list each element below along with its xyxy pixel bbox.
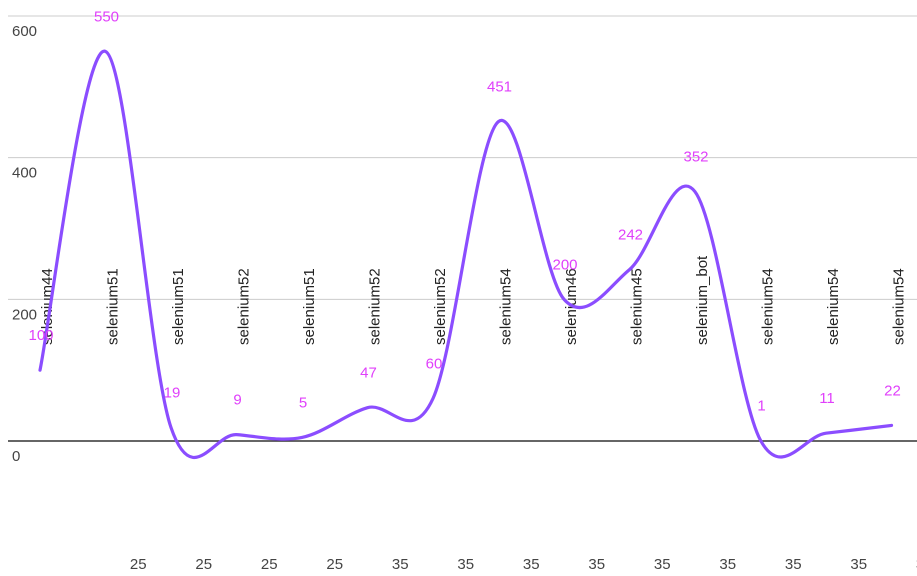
x-tick-label: 35 bbox=[523, 556, 540, 573]
x-tick-label: 35 bbox=[850, 556, 867, 573]
y-tick-label: 600 bbox=[12, 23, 37, 40]
series-label: selenium54 bbox=[760, 268, 777, 345]
data-label: 19 bbox=[164, 385, 181, 402]
series-line bbox=[38, 49, 894, 459]
series-label: selenium54 bbox=[825, 268, 842, 345]
data-label: 60 bbox=[426, 356, 443, 373]
data-label: 1 bbox=[757, 397, 765, 414]
data-label: 9 bbox=[233, 392, 241, 409]
series-label: selenium52 bbox=[367, 268, 384, 345]
x-tick-label: 35 bbox=[457, 556, 474, 573]
series-label: selenium54 bbox=[498, 268, 515, 345]
series-label: selenium51 bbox=[105, 268, 122, 345]
data-label: 550 bbox=[94, 8, 119, 25]
y-axis-tick-labels: 600 400 200 0 bbox=[12, 23, 37, 465]
series-label: selenium51 bbox=[170, 268, 187, 345]
data-label: 5 bbox=[299, 394, 307, 411]
data-label: 100 bbox=[28, 327, 53, 344]
data-label: 352 bbox=[683, 149, 708, 166]
data-label: 22 bbox=[884, 382, 901, 399]
gridlines bbox=[8, 15, 917, 442]
x-tick-label: 25 bbox=[326, 556, 343, 573]
x-tick-label: 35 bbox=[588, 556, 605, 573]
x-tick-label: 25 bbox=[195, 556, 212, 573]
x-tick-label: 25 bbox=[261, 556, 278, 573]
x-tick-label: 35 bbox=[916, 556, 917, 573]
y-tick-label: 400 bbox=[12, 165, 37, 182]
data-label: 451 bbox=[487, 79, 512, 96]
data-label: 11 bbox=[819, 390, 835, 407]
series-label: selenium52 bbox=[236, 268, 253, 345]
y-tick-label: 0 bbox=[12, 448, 20, 465]
x-axis-tick-labels: 25 25 25 25 35 35 35 35 35 35 35 35 35 bbox=[130, 556, 917, 573]
x-tick-label: 25 bbox=[130, 556, 147, 573]
series-label: selenium_bot bbox=[694, 255, 711, 345]
x-tick-label: 35 bbox=[654, 556, 671, 573]
data-label: 242 bbox=[618, 227, 643, 244]
data-label: 47 bbox=[360, 365, 377, 382]
data-label: 200 bbox=[552, 256, 577, 273]
x-tick-label: 35 bbox=[392, 556, 409, 573]
y-tick-label: 200 bbox=[12, 306, 37, 323]
series-label: selenium52 bbox=[432, 268, 449, 345]
series-line-path bbox=[38, 49, 894, 459]
series-label: selenium45 bbox=[629, 268, 646, 345]
x-tick-label: 35 bbox=[719, 556, 736, 573]
series-labels: selenium44 selenium51 selenium51 selenium52… bbox=[39, 255, 908, 345]
series-label: selenium51 bbox=[301, 268, 318, 345]
x-tick-label: 35 bbox=[785, 556, 802, 573]
series-label: selenium54 bbox=[891, 268, 908, 345]
